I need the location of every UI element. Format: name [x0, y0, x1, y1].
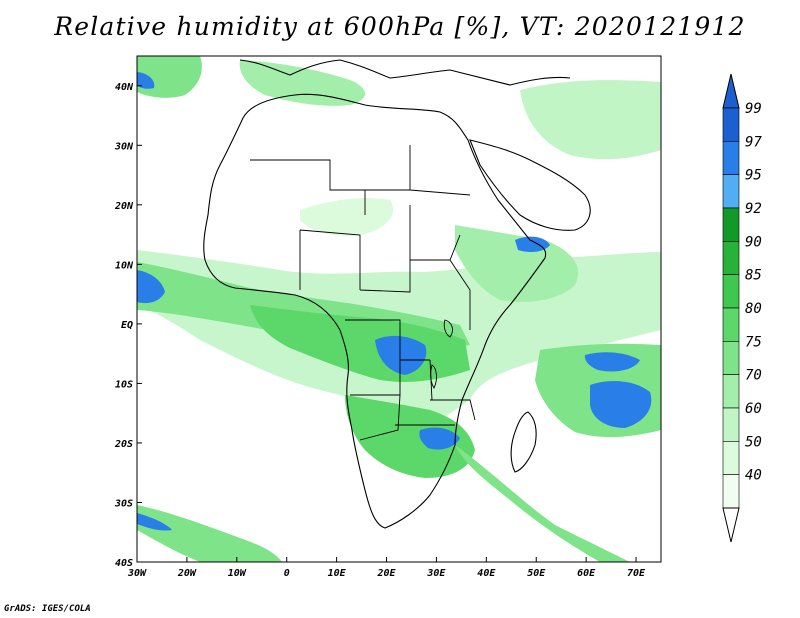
y-tick-label: 20S: [114, 439, 133, 450]
colorbar-swatch: [722, 441, 740, 475]
x-tick-label: 10W: [228, 568, 247, 579]
saturation-patch-indian-ocean-north: [584, 352, 640, 372]
colorbar-swatch: [722, 474, 740, 509]
colorbar-top-arrow: [722, 73, 740, 109]
y-tick-label: 30S: [114, 498, 133, 509]
colorbar: 99 97 95 92 90 85 80 75 70 60 50 40: [722, 73, 762, 543]
y-tick-label: 10N: [115, 260, 134, 271]
x-tick-label: 0: [284, 568, 290, 579]
saturation-patch-north-atlantic: [137, 72, 155, 89]
colorbar-swatch: [722, 241, 740, 275]
colorbar-label: 99: [745, 101, 762, 117]
y-tick-label: 10S: [115, 379, 133, 390]
map-title: Relative humidity at 600hPa [%], VT: 202…: [54, 12, 746, 41]
colorbar-label: 80: [745, 301, 762, 317]
colorbar-label: 85: [745, 268, 762, 284]
colorbar-label: 75: [745, 334, 762, 350]
humidity-area-southern-africa: [345, 395, 475, 478]
colorbar-label: 90: [745, 234, 762, 250]
grads-credit: GrADS: IGES/COLA: [4, 604, 91, 614]
saturation-patch-south-atlantic: [137, 513, 172, 531]
axis-layer: 30W 20W 10W 0 10E 20E 30E 40E 50E 60E 70E 40N 30N 20N…: [114, 82, 646, 579]
saturation-patch-zambia: [419, 427, 460, 450]
europe-coastline: [239, 59, 571, 86]
colorbar-swatch: [722, 107, 740, 142]
colorbar-swatch: [722, 307, 740, 342]
humidity-area-arabia: [520, 80, 661, 160]
x-tick-label: 50E: [527, 568, 546, 579]
saturation-patch-west: [137, 270, 165, 304]
colorbar-label: 97: [745, 134, 762, 150]
x-tick-label: 70E: [627, 568, 646, 579]
colorbar-bottom-arrow: [722, 507, 740, 543]
x-tick-label: 20E: [376, 568, 396, 579]
colorbar-swatch: [722, 174, 740, 209]
humidity-area-south-atlantic: [137, 505, 282, 562]
arabian-peninsula-coastline: [469, 139, 591, 231]
y-tick-label: 40S: [115, 558, 133, 569]
y-tick-label: 30N: [114, 141, 134, 152]
humidity-area-sahara-streak: [300, 198, 394, 236]
colorbar-swatch: [722, 274, 740, 309]
x-tick-label: 20W: [177, 568, 197, 579]
x-tick-label: 40E: [477, 568, 496, 579]
colorbar-label: 95: [745, 168, 762, 184]
saturation-patch-indian-ocean: [590, 380, 652, 428]
colorbar-label: 60: [745, 401, 762, 417]
saturation-patch-congo: [375, 335, 427, 375]
colorbar-label: 92: [745, 201, 762, 217]
colorbar-swatch: [722, 341, 740, 375]
colorbar-swatch: [722, 407, 740, 442]
colorbar-swatch: [722, 207, 740, 242]
madagascar-coastline: [510, 411, 537, 473]
x-tick-label: 30E: [426, 568, 446, 579]
y-tick-label: 40N: [115, 82, 134, 93]
x-tick-label: 10E: [328, 568, 347, 579]
saturation-patch-horn: [515, 236, 550, 253]
africa-coastline: [203, 93, 547, 529]
y-tick-label: EQ: [121, 320, 133, 331]
colorbar-swatch: [722, 374, 740, 409]
x-tick-label: 30W: [127, 568, 147, 579]
humidity-area-moz-channel: [455, 445, 630, 562]
colorbar-swatch: [722, 141, 740, 175]
humidity-field: [137, 56, 661, 562]
plot-frame: [136, 55, 662, 563]
humidity-area-mediterranean: [239, 60, 365, 106]
colorbar-label: 50: [745, 434, 762, 450]
coastlines: [203, 59, 591, 529]
colorbar-label: 70: [745, 368, 762, 384]
colorbar-label: 40: [745, 468, 762, 484]
lakes: [430, 319, 453, 389]
y-tick-label: 20N: [114, 201, 134, 212]
x-tick-label: 60E: [577, 568, 596, 579]
